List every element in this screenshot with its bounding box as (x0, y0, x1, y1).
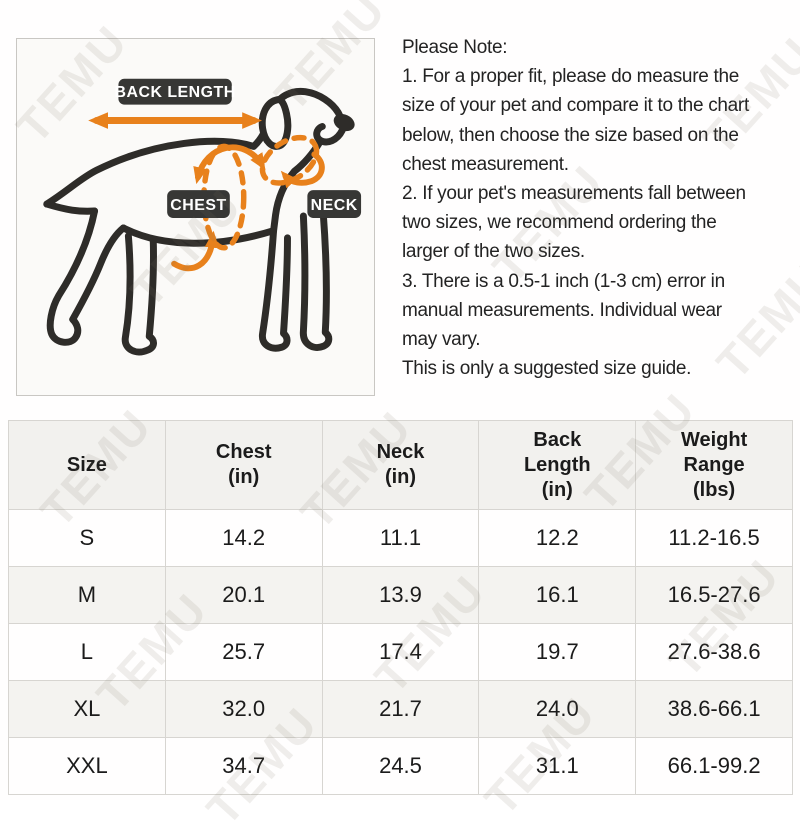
table-cell: 17.4 (321, 623, 480, 681)
table-row-l: L 25.7 17.4 19.7 27.6-38.6 (8, 623, 793, 681)
table-cell: M (8, 566, 166, 624)
table-cell: S (8, 509, 166, 567)
chest-label-text: CHEST (170, 197, 226, 214)
sizing-note-text: Please Note: 1. For a proper fit, please… (402, 37, 749, 380)
table-cell: L (8, 623, 166, 681)
size-guide-page: TEMU TEMU TEMU TEMU TEMU TEMU TEMU TEMU … (6, 0, 800, 835)
chest-girth-arrow-bottom (171, 230, 219, 272)
header-cell-back-length: Back Length (in) (478, 420, 637, 510)
header-cell-chest: Chest (in) (164, 420, 323, 510)
table-row-xxl: XXL 34.7 24.5 31.1 66.1-99.2 (8, 737, 793, 795)
table-cell: 11.2-16.5 (635, 509, 793, 567)
table-cell: 14.2 (164, 509, 323, 567)
header-cell-neck: Neck (in) (321, 420, 480, 510)
table-row-s: S 14.2 11.1 12.2 11.2-16.5 (8, 509, 793, 567)
dog-nose (333, 113, 355, 132)
table-cell: 38.6-66.1 (635, 680, 793, 738)
measurement-diagram-panel: BACK LENGTH CHEST NECK (16, 38, 375, 396)
neck-label-text: NECK (311, 197, 358, 214)
back-length-label: BACK LENGTH (114, 78, 235, 105)
dog-measurement-illustration: BACK LENGTH CHEST NECK (43, 78, 362, 356)
table-row-m: M 20.1 13.9 16.1 16.5-27.6 (8, 566, 793, 624)
back-length-label-text: BACK LENGTH (114, 84, 235, 101)
table-cell: 16.5-27.6 (635, 566, 793, 624)
neck-girth-arrow (280, 151, 325, 189)
table-cell: 24.0 (478, 680, 637, 738)
neck-label: NECK (307, 190, 362, 218)
table-cell: 25.7 (164, 623, 323, 681)
table-cell: 21.7 (321, 680, 480, 738)
table-cell: 16.1 (478, 566, 637, 624)
dog-outline-drawing (43, 87, 355, 356)
table-cell: 32.0 (164, 680, 323, 738)
table-cell: 20.1 (164, 566, 323, 624)
table-row-xl: XL 32.0 21.7 24.0 38.6-66.1 (8, 680, 793, 738)
table-cell: 19.7 (478, 623, 637, 681)
table-cell: 24.5 (321, 737, 480, 795)
chest-label: CHEST (167, 190, 230, 218)
header-cell-size: Size (8, 420, 166, 510)
chest-girth-arrow-top (193, 144, 266, 185)
table-cell: 13.9 (321, 566, 480, 624)
size-chart-header: Size Chest (in) Neck (in) Back Length (i… (8, 420, 793, 510)
table-cell: 11.1 (321, 509, 480, 567)
table-cell: 27.6-38.6 (635, 623, 793, 681)
table-cell: XL (8, 680, 166, 738)
table-cell: XXL (8, 737, 166, 795)
table-cell: 66.1-99.2 (635, 737, 793, 795)
table-cell: 31.1 (478, 737, 637, 795)
table-cell: 12.2 (478, 509, 637, 567)
table-cell: 34.7 (164, 737, 323, 795)
size-chart-table: Size Chest (in) Neck (in) Back Length (i… (8, 420, 793, 795)
header-cell-weight: Weight Range (lbs) (635, 420, 793, 510)
